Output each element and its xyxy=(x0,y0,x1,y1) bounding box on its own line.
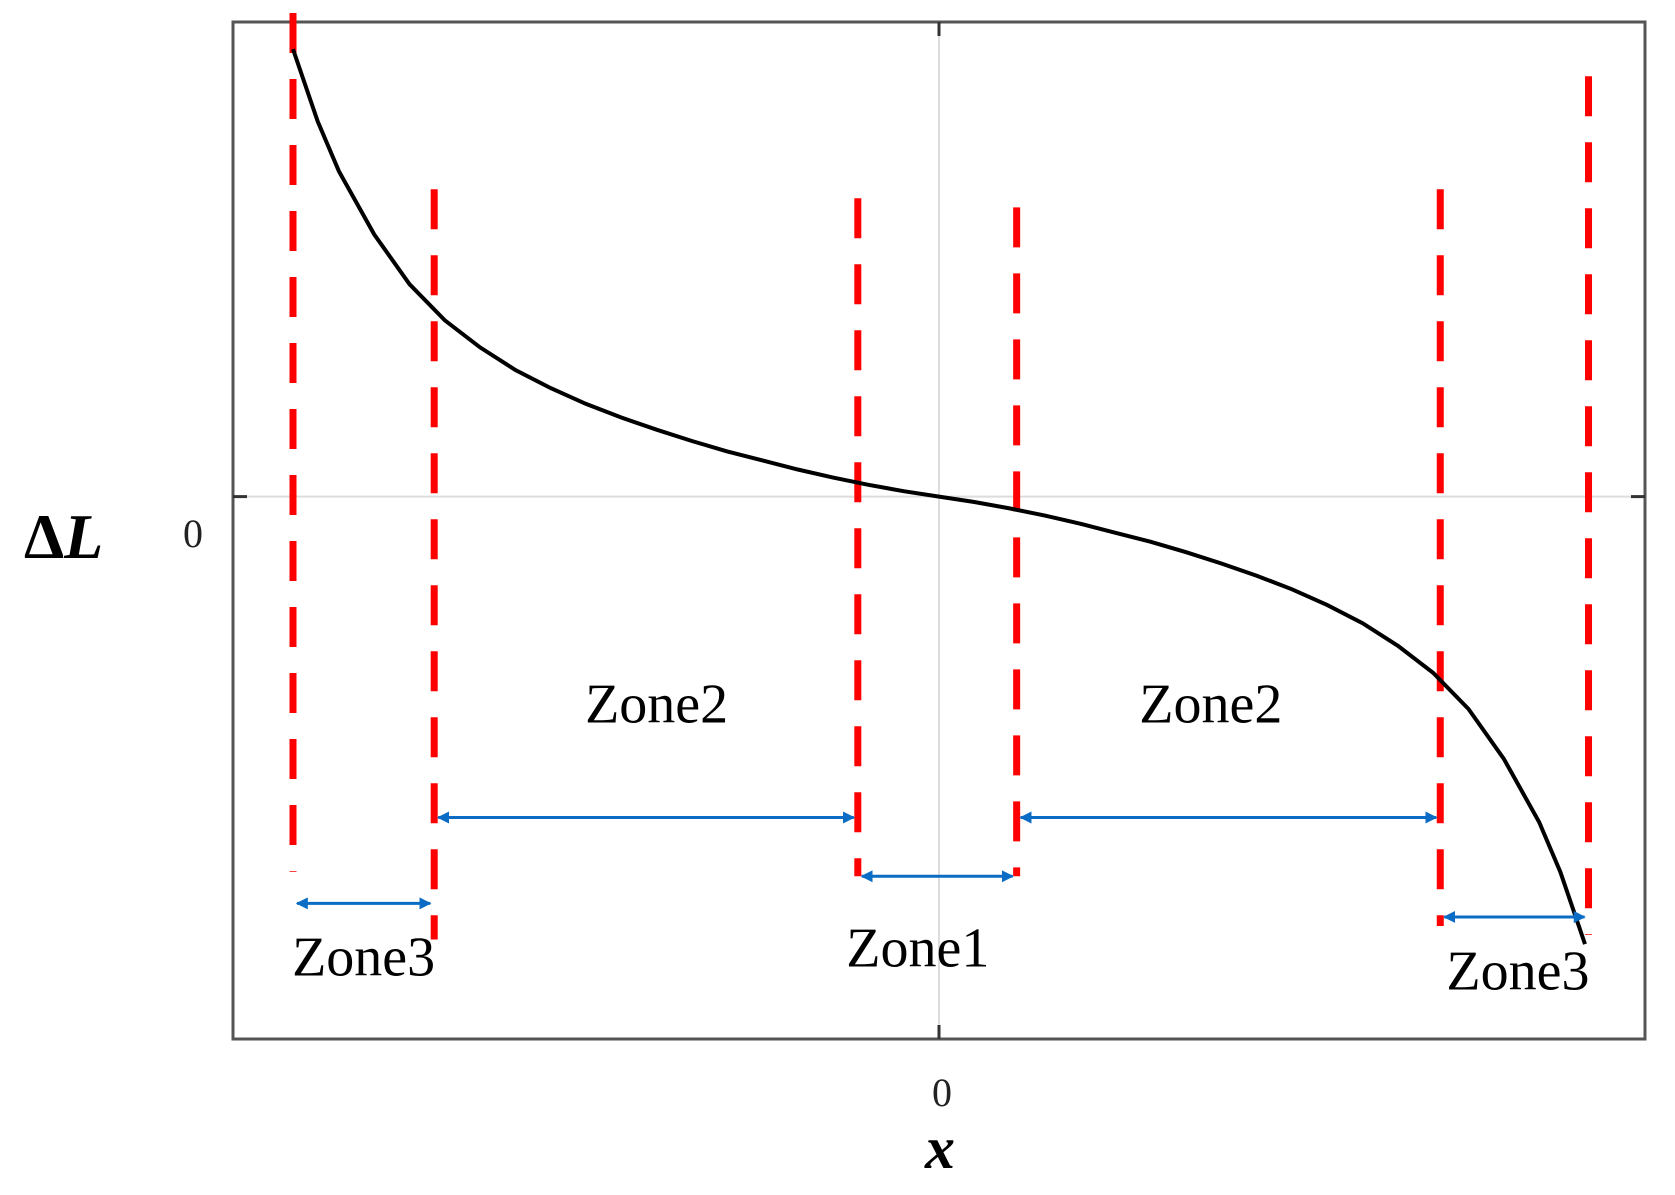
zone-label-2: Zone2 xyxy=(585,674,728,736)
zone-boundaries xyxy=(289,12,1593,940)
y-axis-title: ΔL xyxy=(24,501,103,572)
zone-label-4: Zone2 xyxy=(1139,674,1282,736)
delta-l-curve xyxy=(291,48,1587,945)
zone-label-5: Zone3 xyxy=(1446,940,1589,1002)
y-axis-title-variable: L xyxy=(63,501,103,572)
y-tick-label-0: 0 xyxy=(183,511,203,556)
x-axis-title: x xyxy=(924,1115,955,1181)
zone-label-3: Zone1 xyxy=(846,918,989,980)
y-axis-title-symbol: Δ xyxy=(24,501,64,572)
zone-arrows xyxy=(295,811,1586,923)
x-tick-label-0: 0 xyxy=(932,1070,952,1115)
zone-label-1: Zone3 xyxy=(292,927,435,989)
zone-labels: Zone3 Zone2 Zone1 Zone2 Zone3 xyxy=(292,674,1589,1003)
